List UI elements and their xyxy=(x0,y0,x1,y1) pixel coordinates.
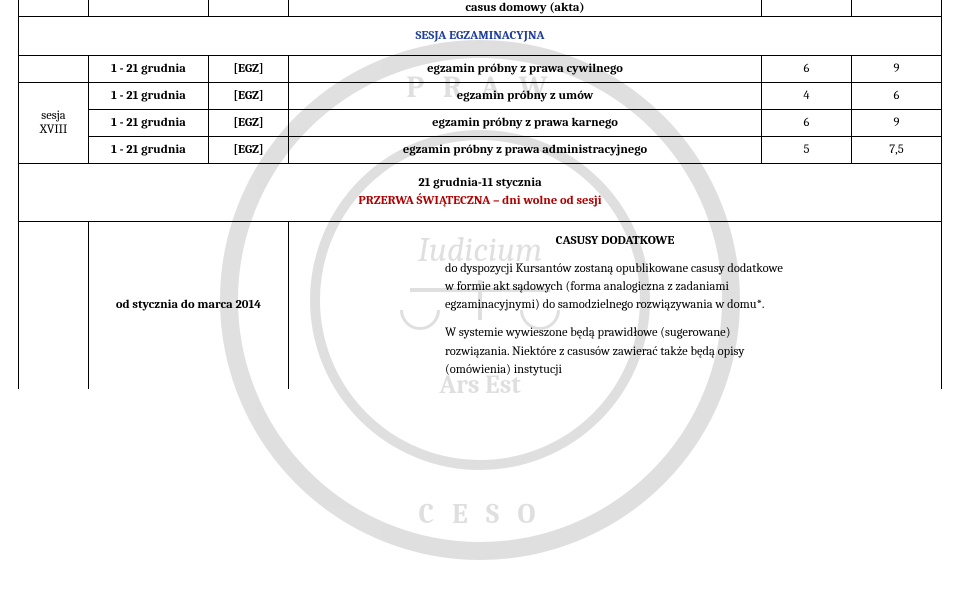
break-banner: 21 grudnia-11 stycznia PRZERWA ŚWIĄTECZN… xyxy=(19,163,942,222)
num-cell: 5 xyxy=(762,136,852,163)
date-cell: 1 - 21 grudnia xyxy=(89,136,209,163)
tag-cell: [EGZ] xyxy=(209,55,289,82)
tag-cell: [EGZ] xyxy=(209,109,289,136)
section-banner: SESJA EGZAMINACYJNA xyxy=(19,16,942,55)
section-title: SESJA EGZAMINACYJNA xyxy=(416,29,545,43)
exam-name: egzamin próbny z umów xyxy=(289,82,762,109)
tag-cell: [EGZ] xyxy=(209,136,289,163)
num-cell: 9 xyxy=(852,55,942,82)
date-cell: 1 - 21 grudnia xyxy=(89,82,209,109)
num-cell: 9 xyxy=(852,109,942,136)
casusy-content: CASUSY DODATKOWE do dyspozycji Kursantów… xyxy=(289,222,942,389)
casusy-date: od stycznia do marca 2014 xyxy=(89,222,289,389)
casusy-para: do dyspozycji Kursantów zostaną opubliko… xyxy=(445,260,785,314)
exam-row: sesja XVIII 1 - 21 grudnia [EGZ] egzamin… xyxy=(19,82,942,109)
schedule-table: casus domowy (akta) SESJA EGZAMINACYJNA … xyxy=(18,0,942,389)
break-label: PRZERWA ŚWIĄTECZNA – dni wolne od sesji xyxy=(358,194,601,208)
num-cell: 6 xyxy=(762,109,852,136)
num-cell: 6 xyxy=(762,55,852,82)
num-cell: 7,5 xyxy=(852,136,942,163)
blank-cell xyxy=(19,222,89,389)
num-cell: 6 xyxy=(852,82,942,109)
session-label: sesja XVIII xyxy=(19,82,89,163)
exam-name: egzamin próbny z prawa cywilnego xyxy=(289,55,762,82)
exam-name: egzamin próbny z prawa karnego xyxy=(289,109,762,136)
casusy-para: W systemie wywieszone będą prawidłowe (s… xyxy=(445,324,785,378)
exam-row: 1 - 21 grudnia [EGZ] egzamin próbny z pr… xyxy=(19,136,942,163)
exam-name: egzamin próbny z prawa administracyjnego xyxy=(289,136,762,163)
exam-row: 1 - 21 grudnia [EGZ] egzamin próbny z pr… xyxy=(19,55,942,82)
date-cell: 1 - 21 grudnia xyxy=(89,55,209,82)
top-stub-row: casus domowy (akta) xyxy=(19,0,942,16)
session-col-blank xyxy=(19,55,89,82)
casus-cell: casus domowy (akta) xyxy=(289,0,762,16)
tag-cell: [EGZ] xyxy=(209,82,289,109)
casusy-heading: CASUSY DODATKOWE xyxy=(303,234,927,256)
casusy-row: od stycznia do marca 2014 CASUSY DODATKO… xyxy=(19,222,942,389)
exam-row: 1 - 21 grudnia [EGZ] egzamin próbny z pr… xyxy=(19,109,942,136)
break-dates: 21 grudnia-11 stycznia xyxy=(418,176,541,190)
num-cell: 4 xyxy=(762,82,852,109)
date-cell: 1 - 21 grudnia xyxy=(89,109,209,136)
